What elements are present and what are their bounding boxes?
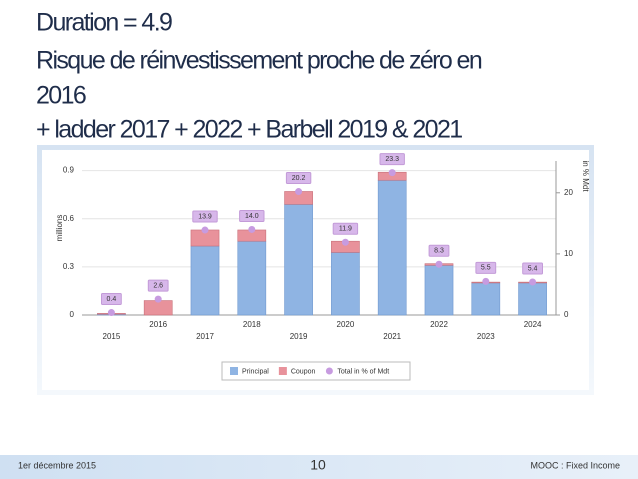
- point: [482, 277, 490, 285]
- y2-tick-label: 0: [564, 310, 569, 319]
- point: [154, 295, 162, 303]
- x-tick-label: 2019: [290, 332, 308, 341]
- bar: [424, 264, 454, 316]
- data-label-box: [101, 293, 122, 306]
- x-tick-label: 2023: [477, 332, 495, 341]
- footer-date: 1er décembre 2015: [18, 460, 96, 470]
- y-tick-label: 0.9: [63, 166, 75, 175]
- legend-label: Coupon: [291, 368, 316, 375]
- y-axis-label: millions: [55, 215, 64, 242]
- y-tick-label: 0.6: [63, 214, 75, 223]
- legend-label: Principal: [242, 368, 269, 375]
- point: [295, 188, 303, 196]
- x-tick-label: 2021: [383, 332, 401, 341]
- footer-course: MOOC : Fixed Income: [530, 460, 620, 470]
- point: [529, 278, 537, 286]
- y2-tick-label: 10: [564, 249, 573, 258]
- x-tick-label: 2016: [149, 320, 167, 329]
- bar: [518, 282, 547, 316]
- data-label-box: [428, 244, 450, 257]
- footer-page: 10: [310, 457, 326, 473]
- data-label-box: [192, 210, 218, 223]
- data-label: 5.5: [481, 265, 491, 272]
- y-tick-label: 0.3: [63, 262, 75, 271]
- point: [435, 260, 443, 268]
- data-label: 8.3: [434, 248, 444, 255]
- point: [388, 169, 396, 177]
- data-label-box: [332, 222, 359, 235]
- title-line: 2016: [36, 82, 86, 110]
- x-tick-label: 2018: [243, 320, 261, 329]
- data-label-box: [522, 262, 544, 275]
- chart: 0 0.3 0.6 0.9 0 10 20 millions in % Mdt 2015 2016 2…: [55, 153, 590, 381]
- data-label: 5.4: [528, 265, 538, 272]
- bar: [143, 300, 173, 316]
- x-tick-label: 2017: [196, 332, 214, 341]
- point: [107, 309, 115, 317]
- bar: [190, 245, 220, 316]
- data-label-box: [285, 172, 312, 185]
- data-label-box: [239, 209, 265, 222]
- data-label-box: [475, 261, 497, 274]
- bar: [284, 204, 313, 316]
- point: [201, 226, 209, 234]
- data-label: 20.2: [292, 175, 306, 182]
- bar: [377, 179, 407, 316]
- y2-tick-label: 20: [564, 188, 573, 197]
- x-tick-label: 2024: [524, 320, 542, 329]
- title-line: Risque de réinvestissement proche de zér…: [36, 47, 482, 75]
- data-label-box: [147, 279, 169, 292]
- data-label: 23.3: [385, 156, 399, 163]
- y2-axis-label: in % Mdt: [581, 160, 590, 192]
- title-line: + ladder 2017 + 2022 + Barbell 2019 & 20…: [36, 116, 462, 144]
- chart-area: [42, 150, 589, 390]
- x-tick-label: 2020: [337, 320, 355, 329]
- data-label: 13.9: [198, 213, 212, 220]
- data-label: 14.0: [245, 213, 259, 220]
- legend-swatch: [325, 367, 333, 375]
- point: [248, 225, 256, 233]
- legend-swatch: [230, 367, 238, 375]
- data-label: 0.4: [107, 296, 117, 303]
- bar: [331, 252, 360, 316]
- footer-bar: [0, 455, 638, 479]
- data-label: 11.9: [339, 226, 352, 233]
- legend-label: Total in % of Mdt: [337, 368, 389, 375]
- legend-box: [221, 361, 411, 381]
- x-tick-label: 2022: [430, 320, 448, 329]
- data-label-box: [379, 153, 405, 166]
- x-tick-label: 2015: [103, 332, 121, 341]
- title-line: Duration = 4.9: [36, 9, 172, 37]
- bar: [237, 240, 267, 316]
- legend-swatch: [278, 367, 287, 375]
- bar: [471, 282, 501, 316]
- y-tick-label: 0: [70, 310, 75, 319]
- data-label: 2.6: [153, 282, 163, 289]
- point: [341, 238, 349, 246]
